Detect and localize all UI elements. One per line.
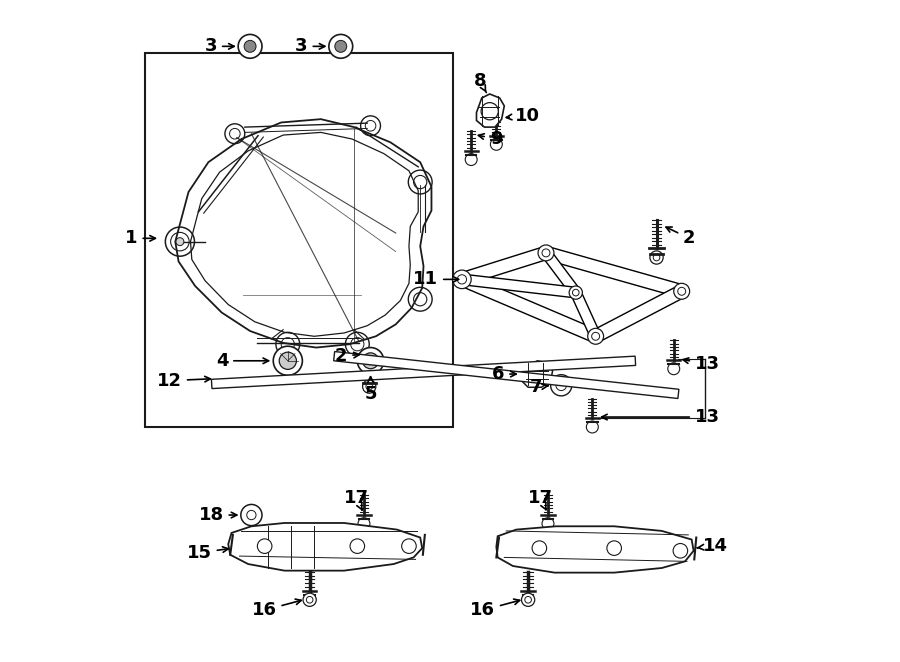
- Circle shape: [257, 539, 272, 553]
- Text: 7: 7: [530, 378, 548, 397]
- Text: 8: 8: [473, 71, 486, 93]
- Polygon shape: [476, 94, 504, 127]
- Text: 18: 18: [199, 506, 237, 524]
- Polygon shape: [459, 273, 598, 342]
- Circle shape: [363, 380, 376, 393]
- Circle shape: [465, 154, 477, 166]
- Text: 5: 5: [364, 377, 377, 403]
- Circle shape: [279, 352, 296, 369]
- Circle shape: [491, 138, 502, 150]
- Circle shape: [350, 539, 365, 553]
- Polygon shape: [571, 291, 600, 338]
- Text: 4: 4: [216, 352, 268, 370]
- Text: 1: 1: [125, 229, 156, 248]
- Circle shape: [532, 541, 546, 555]
- Polygon shape: [592, 285, 685, 342]
- Text: 15: 15: [186, 544, 229, 562]
- Circle shape: [673, 544, 688, 558]
- Text: 3: 3: [204, 37, 234, 56]
- Text: 12: 12: [157, 371, 211, 390]
- Circle shape: [328, 34, 353, 58]
- Bar: [146, 53, 454, 427]
- Text: 3: 3: [295, 37, 325, 56]
- Circle shape: [335, 40, 346, 52]
- Circle shape: [241, 504, 262, 526]
- Text: 11: 11: [413, 270, 459, 289]
- Circle shape: [551, 375, 572, 396]
- Polygon shape: [212, 356, 635, 389]
- Circle shape: [482, 103, 499, 120]
- Polygon shape: [544, 246, 683, 298]
- Circle shape: [363, 353, 379, 369]
- Text: 13: 13: [601, 408, 720, 426]
- Text: 6: 6: [491, 365, 517, 383]
- Polygon shape: [542, 250, 580, 296]
- Circle shape: [538, 245, 554, 261]
- Circle shape: [521, 593, 535, 606]
- Circle shape: [569, 286, 582, 299]
- Circle shape: [453, 270, 472, 289]
- Polygon shape: [176, 119, 431, 348]
- Text: 17: 17: [527, 489, 553, 510]
- Text: 9: 9: [479, 130, 502, 148]
- Circle shape: [358, 518, 370, 530]
- Circle shape: [274, 346, 302, 375]
- Circle shape: [542, 518, 554, 530]
- Polygon shape: [521, 361, 553, 387]
- Polygon shape: [460, 246, 548, 286]
- Circle shape: [674, 283, 689, 299]
- Polygon shape: [496, 526, 694, 573]
- Text: 2: 2: [335, 347, 359, 365]
- Circle shape: [244, 40, 256, 52]
- Polygon shape: [229, 523, 422, 571]
- Polygon shape: [334, 352, 679, 399]
- Circle shape: [588, 328, 604, 344]
- Text: 16: 16: [252, 599, 302, 620]
- Polygon shape: [462, 274, 576, 298]
- Circle shape: [176, 238, 184, 246]
- Circle shape: [357, 348, 383, 374]
- Circle shape: [607, 541, 622, 555]
- Circle shape: [401, 539, 416, 553]
- Circle shape: [587, 421, 599, 433]
- Circle shape: [650, 251, 663, 264]
- Circle shape: [303, 593, 316, 606]
- Circle shape: [238, 34, 262, 58]
- Text: 2: 2: [666, 227, 696, 248]
- Text: 14: 14: [698, 537, 728, 555]
- Text: 17: 17: [344, 489, 368, 510]
- Circle shape: [668, 363, 680, 375]
- Text: 10: 10: [507, 107, 540, 125]
- Text: 16: 16: [470, 599, 519, 620]
- Text: 13: 13: [683, 355, 720, 373]
